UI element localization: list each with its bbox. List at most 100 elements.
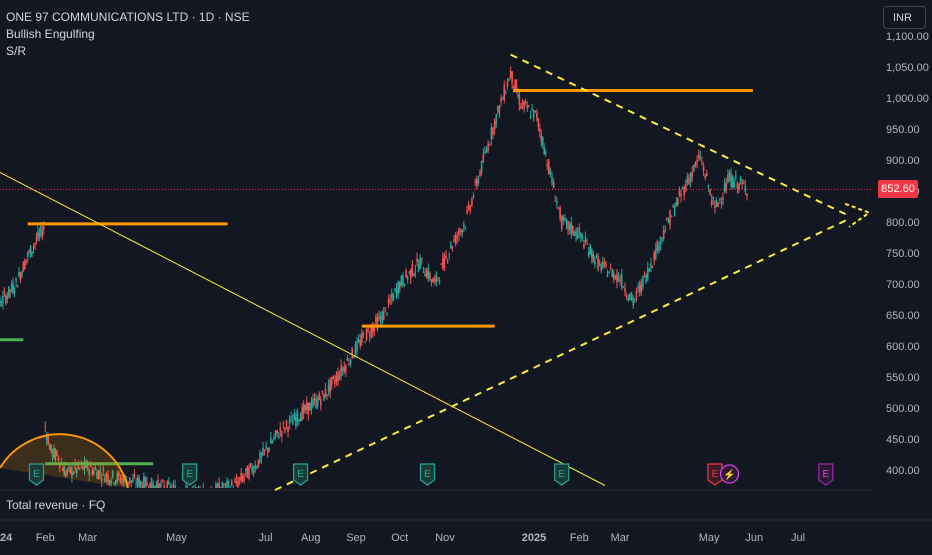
candle-body	[336, 376, 338, 382]
y-tick-label: 950.00	[886, 124, 920, 136]
candle-body	[732, 176, 734, 188]
triangle-lower-dashed	[275, 219, 849, 490]
x-tick-label: Feb	[36, 532, 55, 544]
candle-body	[300, 417, 302, 422]
candle-body	[298, 420, 300, 422]
y-tick-label: 1,100.00	[886, 31, 929, 43]
candle-body	[719, 199, 721, 200]
y-tick-label: 600.00	[886, 341, 920, 353]
candle-body	[607, 275, 609, 277]
candle-body	[405, 270, 407, 277]
candle-body	[627, 298, 629, 301]
candle-body	[25, 260, 27, 261]
candle-body	[385, 307, 387, 308]
candle-body	[687, 177, 689, 183]
candle-body	[650, 264, 652, 268]
candle-body	[364, 342, 366, 343]
candle-body	[563, 216, 565, 220]
candle-body	[682, 188, 684, 189]
candle-body	[381, 312, 383, 323]
candle-body	[674, 207, 676, 216]
candle-body	[445, 256, 447, 258]
candle-body	[709, 189, 711, 194]
candle-body	[679, 191, 681, 195]
candle-body	[644, 274, 646, 275]
y-tick-label: 550.00	[886, 372, 920, 384]
candle-body	[416, 258, 418, 262]
candle-body	[157, 480, 159, 488]
candle-body	[294, 413, 296, 420]
candle-body	[497, 107, 499, 112]
candle-body	[665, 232, 667, 233]
candle-body	[698, 154, 700, 157]
candle-body	[363, 334, 365, 335]
candle-body	[361, 333, 363, 342]
y-tick-label: 900.00	[886, 155, 920, 167]
y-tick-label: 800.00	[886, 217, 920, 229]
candle-body	[399, 283, 401, 290]
candle-body	[608, 272, 610, 274]
candle-body	[413, 273, 415, 275]
candle-body	[393, 294, 395, 301]
candle-body	[487, 144, 489, 151]
candle-body	[685, 184, 687, 190]
symbol-title[interactable]: ONE 97 COMMUNICATIONS LTD · 1D · NSE	[6, 9, 250, 26]
candle-body	[226, 481, 228, 488]
candle-body	[339, 375, 341, 379]
candle-body	[394, 289, 396, 291]
candle-body	[447, 261, 449, 262]
candle-body	[623, 287, 625, 288]
candle-body	[185, 486, 187, 488]
y-tick-label: 450.00	[886, 434, 920, 446]
indicator-bullish-engulfing[interactable]: Bullish Engulfing	[6, 26, 250, 43]
x-tick-label: Aug	[301, 532, 321, 544]
candle-body	[666, 218, 668, 220]
candle-body	[712, 197, 714, 199]
candle-body	[231, 481, 233, 485]
candle-body	[334, 380, 336, 384]
x-tick-label: Nov	[435, 532, 455, 544]
candle-body	[428, 268, 430, 279]
candle-body	[320, 399, 322, 405]
candle-body	[24, 261, 26, 269]
indicator-sr[interactable]: S/R	[6, 43, 250, 60]
candle-body	[636, 291, 638, 297]
candle-body	[624, 288, 626, 292]
candle-body	[315, 398, 317, 408]
candle-body	[236, 479, 238, 484]
candle-body	[250, 463, 252, 466]
currency-button[interactable]: INR	[883, 6, 926, 29]
candle-body	[586, 244, 588, 245]
x-tick-label: Oct	[391, 532, 408, 544]
candle-body	[561, 216, 563, 229]
candle-body	[268, 448, 270, 450]
earnings-marker-label: E	[297, 469, 304, 480]
candle-body	[539, 128, 541, 131]
candle-body	[143, 476, 145, 488]
candle-body	[6, 296, 8, 299]
candle-body	[616, 273, 618, 282]
candle-body	[18, 272, 20, 276]
candle-body	[455, 234, 457, 244]
total-revenue-panel-label[interactable]: Total revenue · FQ	[6, 498, 105, 512]
candle-body	[44, 427, 46, 428]
candle-body	[359, 340, 361, 346]
candle-body	[528, 106, 530, 107]
triangle-arrow	[845, 204, 869, 227]
candle-body	[369, 336, 371, 337]
candle-body	[30, 246, 32, 258]
candle-body	[591, 249, 593, 258]
candle-body	[741, 183, 743, 184]
candle-body	[264, 450, 266, 451]
candle-body	[577, 233, 579, 239]
x-tick-label: May	[166, 532, 187, 544]
candle-body	[328, 384, 330, 392]
candle-body	[637, 287, 639, 288]
candle-body	[432, 278, 434, 282]
candle-body	[135, 484, 137, 485]
candle-body	[688, 178, 690, 183]
candle-body	[572, 226, 574, 234]
candle-body	[275, 431, 277, 435]
